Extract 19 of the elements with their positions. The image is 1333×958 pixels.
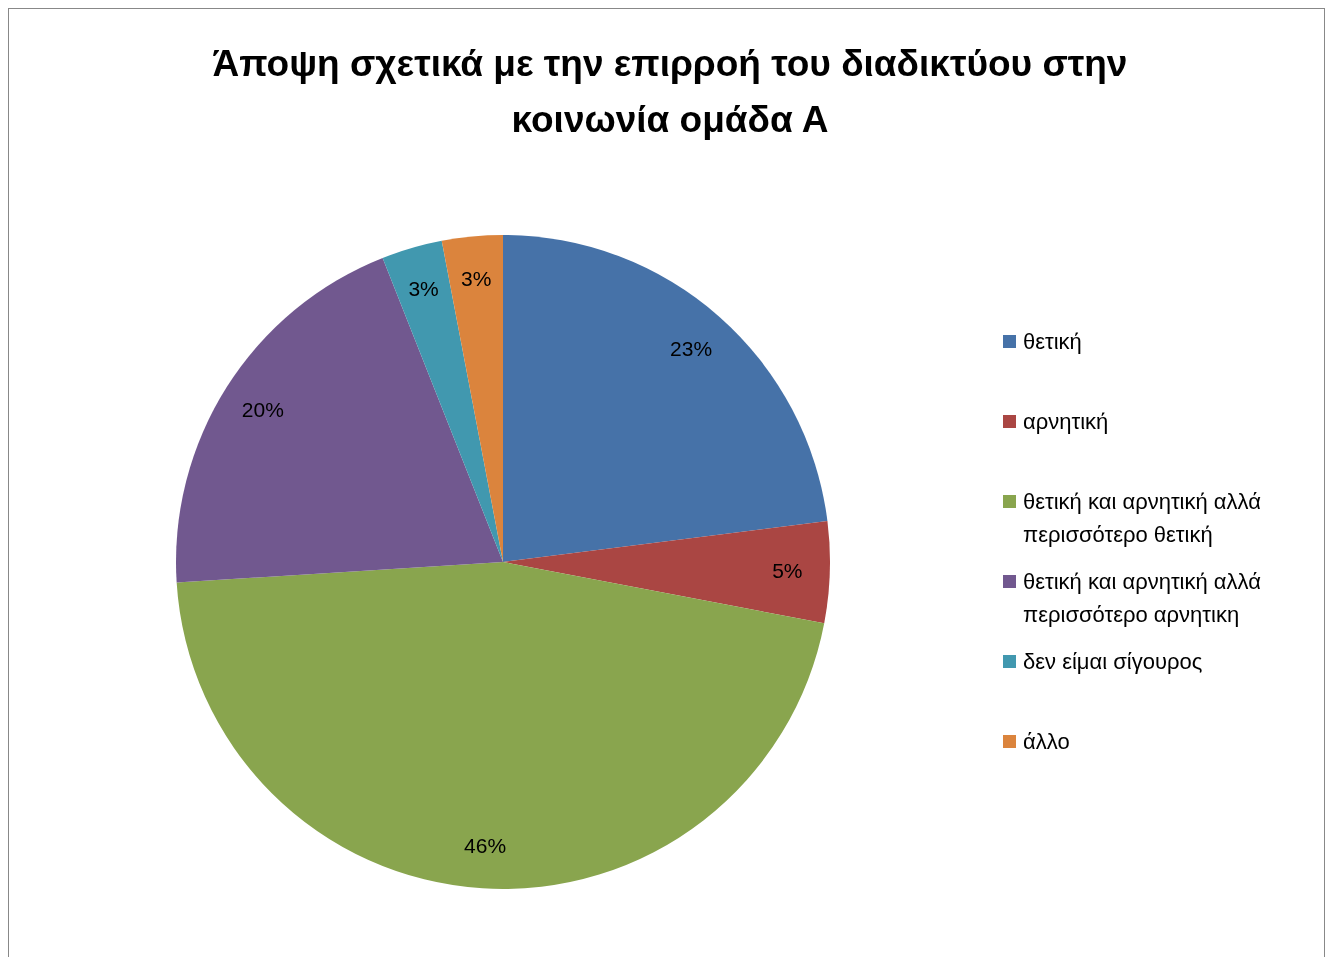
legend-label: αρνητική (1023, 408, 1110, 436)
chart-title: Άποψη σχετικά με την επιρροή του διαδικτύου στην κοινωνία ομάδα Α (211, 42, 1129, 142)
legend-label: δεν είμαι σίγουρος (1023, 648, 1204, 676)
data-label: 20% (241, 398, 284, 422)
pie-slice (503, 521, 830, 624)
pie-slice (176, 562, 825, 889)
data-label: 23% (670, 337, 713, 361)
pie-slice (441, 235, 503, 562)
data-label: 3% (461, 267, 492, 291)
data-label: 46% (464, 834, 507, 858)
legend-label: θετική και αρνητική αλλά περισσότερο αρνητικη (1023, 568, 1262, 629)
pie-slice (382, 240, 503, 562)
legend-label: θετική (1023, 328, 1083, 356)
data-label: 3% (408, 277, 439, 301)
pie-slice (176, 257, 503, 583)
legend-label: άλλο (1023, 728, 1071, 756)
legend-label: θετική και αρνητική αλλά περισσότερο θετική (1023, 488, 1262, 549)
data-label: 5% (772, 559, 803, 583)
pie-slice (503, 235, 828, 562)
